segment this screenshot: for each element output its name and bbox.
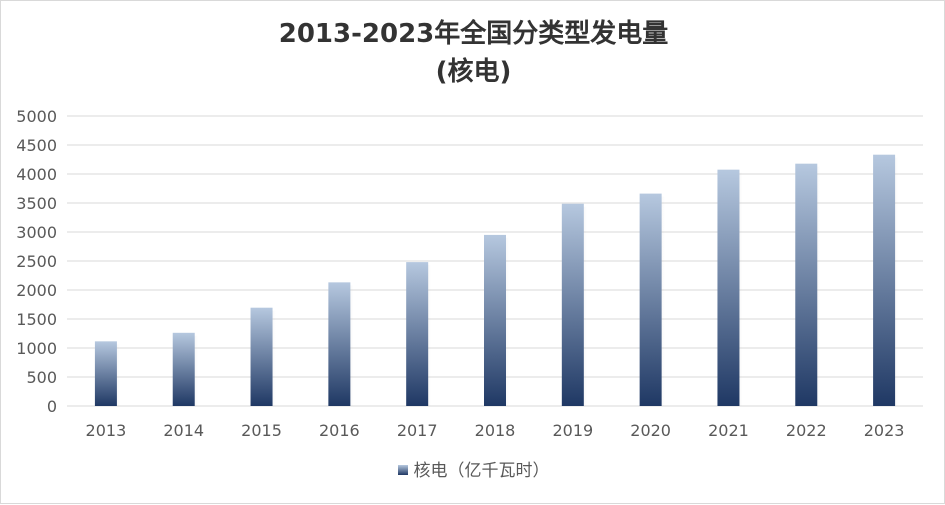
y-tick-label: 3500 xyxy=(16,194,57,213)
y-tick-label: 500 xyxy=(26,368,57,387)
y-tick-label: 5000 xyxy=(16,107,57,126)
bar xyxy=(561,203,584,406)
x-tick-label: 2016 xyxy=(319,421,360,440)
bar xyxy=(484,234,506,406)
chart-subtitle: (核电) xyxy=(435,57,512,87)
bar xyxy=(172,332,195,406)
x-tick-label: 2013 xyxy=(86,421,127,440)
y-tick-label: 2000 xyxy=(16,281,57,300)
bar xyxy=(406,262,429,406)
y-tick-label: 4500 xyxy=(16,136,57,155)
bar xyxy=(328,282,351,406)
bar xyxy=(639,193,662,406)
y-tick-label: 2500 xyxy=(16,252,57,271)
x-tick-label: 2014 xyxy=(163,421,204,440)
x-tick-label: 2022 xyxy=(786,421,827,440)
x-tick-label: 2015 xyxy=(241,421,282,440)
x-tick-label: 2021 xyxy=(708,421,749,440)
x-tick-label: 2023 xyxy=(864,421,905,440)
legend-swatch xyxy=(397,465,408,475)
bar xyxy=(717,169,740,406)
legend-label: 核电（亿千瓦时） xyxy=(413,461,550,481)
y-tick-label: 4000 xyxy=(16,165,57,184)
x-tick-label: 2019 xyxy=(552,421,593,440)
y-tick-label: 1500 xyxy=(16,310,57,329)
legend: 核电（亿千瓦时） xyxy=(1,459,945,483)
chart-title: 2013-2023年全国分类型发电量 xyxy=(278,19,669,49)
x-tick-label: 2017 xyxy=(397,421,438,440)
bar xyxy=(873,154,896,406)
bar xyxy=(795,163,818,406)
y-tick-label: 1000 xyxy=(16,339,57,358)
bar xyxy=(94,341,117,406)
y-tick-label: 3000 xyxy=(16,223,57,242)
x-tick-label: 2020 xyxy=(630,421,671,440)
bar xyxy=(250,307,273,406)
x-tick-label: 2018 xyxy=(475,421,516,440)
y-tick-label: 0 xyxy=(47,397,57,416)
